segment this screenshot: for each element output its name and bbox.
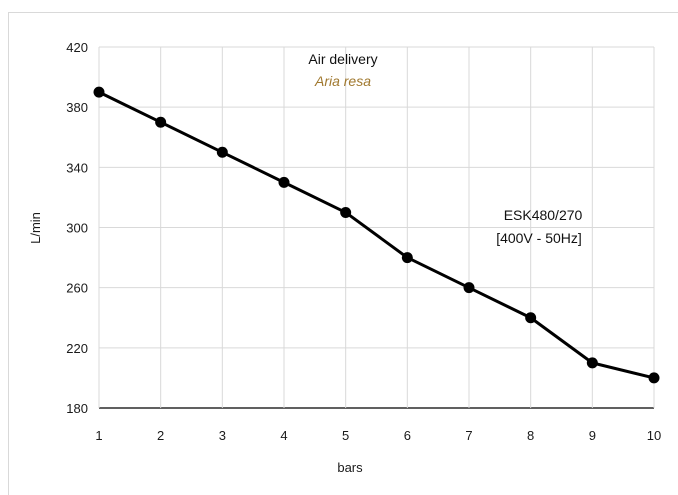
data-point	[525, 312, 537, 324]
data-point	[155, 116, 167, 128]
y-tick-label: 180	[66, 401, 88, 416]
y-axis-title: L/min	[28, 212, 43, 244]
x-tick-label: 4	[280, 428, 287, 443]
x-tick-label: 1	[95, 428, 102, 443]
data-point	[216, 146, 228, 158]
data-point	[278, 176, 290, 188]
x-tick-label: 9	[589, 428, 596, 443]
chart-title: Air delivery	[308, 51, 377, 67]
x-axis-title: bars	[337, 460, 363, 475]
y-tick-label: 260	[66, 281, 88, 296]
chart-subtitle: Aria resa	[314, 73, 371, 89]
data-point	[463, 282, 475, 294]
y-tick-label: 340	[66, 160, 88, 175]
x-tick-label: 2	[157, 428, 164, 443]
x-tick-label: 5	[342, 428, 349, 443]
data-point	[401, 252, 413, 264]
y-tick-label: 300	[66, 221, 88, 236]
data-point	[586, 357, 598, 369]
chart-frame	[8, 12, 678, 495]
data-point	[340, 206, 352, 218]
data-point	[648, 372, 660, 384]
y-tick-labels: 180 220 260 300 340 380 420	[66, 40, 88, 416]
data-point	[93, 86, 105, 98]
y-tick-label: 380	[66, 100, 88, 115]
x-tick-label: 6	[404, 428, 411, 443]
series-line	[98, 90, 655, 380]
power-annotation: [400V - 50Hz]	[496, 230, 582, 246]
x-tick-label: 7	[465, 428, 472, 443]
x-tick-labels: 1 2 3 4 5 6 7 8 9 10	[95, 428, 661, 443]
grid-lines	[98, 46, 655, 409]
model-annotation: ESK480/270	[504, 207, 583, 223]
x-tick-label: 8	[527, 428, 534, 443]
series-group	[93, 86, 660, 384]
y-tick-label: 420	[66, 40, 88, 55]
x-tick-label: 10	[647, 428, 661, 443]
x-tick-label: 3	[219, 428, 226, 443]
y-tick-label: 220	[66, 341, 88, 356]
